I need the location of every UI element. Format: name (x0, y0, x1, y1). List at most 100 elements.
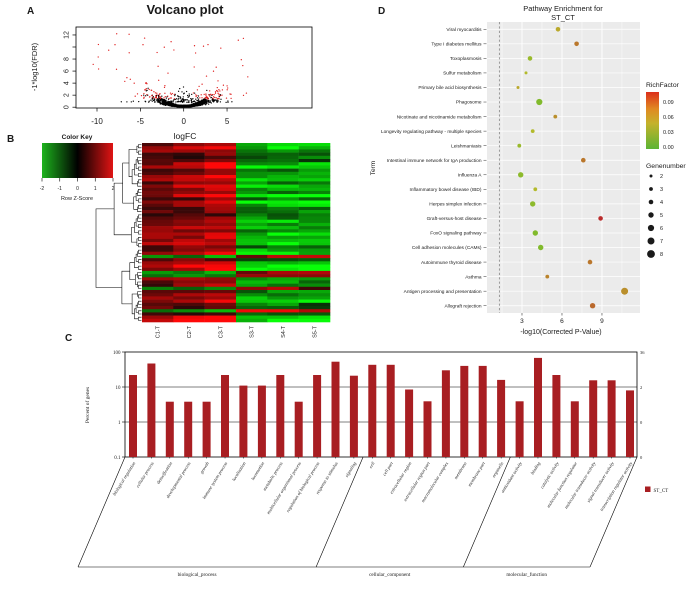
point (167, 95, 169, 97)
point (148, 100, 150, 102)
point (175, 98, 178, 100)
point (158, 100, 161, 103)
heatmap-cell (173, 162, 205, 166)
heatmap-cell (142, 162, 174, 166)
heatmap-cell (236, 286, 268, 291)
heatmap-cell (236, 168, 268, 173)
point (174, 94, 176, 97)
heatmap-cell (204, 181, 237, 185)
bar (552, 375, 561, 457)
heatmap-cell (173, 175, 205, 179)
heatmap-cell (236, 270, 268, 275)
heatmap-cell (298, 277, 331, 281)
heatmap-cell (204, 210, 237, 214)
heatmap-cell (173, 159, 205, 163)
heatmap-cell (204, 219, 237, 224)
dendrogram-branch (131, 169, 138, 185)
dendrogram-branch (134, 308, 139, 320)
point (164, 100, 166, 102)
heatmap-cell (204, 162, 237, 166)
heatmap-cell (298, 283, 331, 288)
dot (527, 56, 533, 61)
heatmap-cell (142, 238, 174, 243)
heatmap-cell (236, 187, 268, 192)
heatmap-cell (236, 248, 268, 252)
point (177, 105, 180, 108)
heatmap-cell (298, 235, 331, 240)
panel-d-pathway-dotplot: Viral myocarditis Type I diabetes mellitu… (381, 22, 674, 325)
heatmap-cell (236, 222, 268, 227)
bar (607, 380, 616, 457)
panel-a-ylabel: -1*log10(FDR) (30, 42, 39, 91)
point (195, 94, 197, 96)
panel-a-volcano-plot: -10 -5 0 5 0 2 4 6 8 12 (64, 26, 313, 126)
point (219, 94, 222, 96)
heatmap-cell (267, 206, 299, 211)
heatmap-cell (204, 190, 237, 195)
heatmap-cell (204, 159, 237, 163)
heatmap-cell (298, 315, 331, 320)
heatmap-cell (298, 296, 331, 300)
column-label: C2-T (187, 325, 193, 338)
point (193, 92, 196, 94)
point (161, 95, 163, 97)
dendrogram-branch (138, 214, 142, 219)
heatmap-cell (236, 283, 268, 288)
column-label: C3-T (218, 325, 224, 338)
heatmap-cell (204, 152, 237, 157)
bar (294, 401, 303, 457)
point (227, 101, 229, 103)
point (92, 63, 94, 66)
term-label: Inflammatory bowel disease (IBD) (410, 187, 482, 193)
heatmap-cell (204, 175, 237, 179)
point (201, 99, 204, 102)
point (191, 101, 193, 103)
point (173, 99, 175, 101)
heatmap-cell (298, 219, 331, 224)
heatmap-cell (204, 267, 237, 272)
heatmap-cell (298, 178, 331, 182)
heatmap-cell (204, 178, 237, 182)
heatmap-cell (173, 171, 205, 176)
column-label: S4-T (281, 325, 287, 338)
term-label: Cell adhesion molecules (CAMs) (412, 245, 482, 251)
heatmap-cell (298, 312, 331, 316)
point (211, 98, 214, 100)
point (97, 56, 99, 58)
point (219, 101, 222, 103)
bar (221, 375, 229, 457)
heatmap-cell (142, 226, 174, 230)
heatmap-cell (142, 171, 174, 176)
point (171, 103, 174, 106)
point (168, 104, 170, 106)
point (188, 101, 190, 103)
heatmap-cell (267, 242, 299, 246)
heatmap-cell (142, 159, 174, 163)
dot (574, 41, 579, 47)
heatmap-cell (267, 171, 299, 176)
heatmap-cell (173, 270, 205, 275)
point (171, 92, 173, 95)
heatmap-cell (204, 171, 237, 176)
heatmap-cell (142, 258, 174, 262)
bar (129, 375, 137, 457)
point (190, 97, 192, 100)
point (240, 59, 242, 61)
y-tick-label: 4 (64, 81, 71, 85)
point (124, 80, 126, 83)
point (205, 94, 207, 96)
point (138, 100, 140, 103)
point (242, 94, 245, 97)
heatmap-cell (267, 235, 299, 240)
point (196, 101, 199, 103)
heatmap-cell (267, 283, 299, 288)
heatmap-cell (204, 168, 237, 173)
panel-c-label: C (65, 333, 72, 344)
point (220, 98, 222, 100)
genenumber-label: 4 (660, 200, 663, 206)
heatmap-cell (267, 293, 299, 297)
heatmap-cell (173, 184, 205, 189)
dendrogram-branch (138, 259, 142, 264)
category-label: cellular process (135, 461, 155, 489)
y-tick-label-right: 36 (640, 350, 645, 355)
